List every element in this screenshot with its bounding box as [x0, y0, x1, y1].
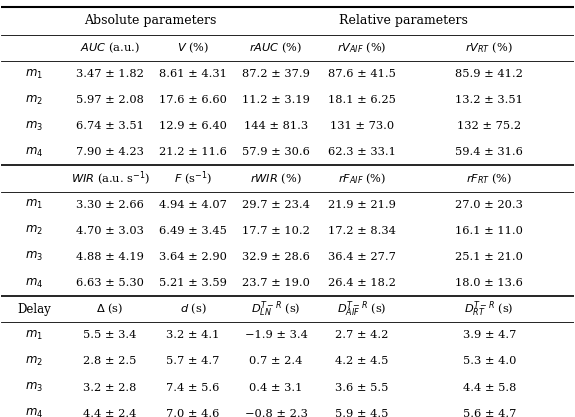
Text: $m_4$: $m_4$: [25, 146, 43, 159]
Text: 5.9 ± 4.5: 5.9 ± 4.5: [335, 409, 389, 417]
Text: $\Delta$ (s): $\Delta$ (s): [97, 302, 124, 317]
Text: 87.2 ± 37.9: 87.2 ± 37.9: [242, 69, 310, 79]
Text: 4.2 ± 4.5: 4.2 ± 4.5: [335, 357, 389, 367]
Text: 12.9 ± 6.40: 12.9 ± 6.40: [159, 121, 227, 131]
Text: 3.2 ± 2.8: 3.2 ± 2.8: [83, 382, 137, 392]
Text: 21.2 ± 11.6: 21.2 ± 11.6: [159, 147, 227, 157]
Text: $m_2$: $m_2$: [25, 93, 43, 107]
Text: 4.70 ± 3.03: 4.70 ± 3.03: [76, 226, 144, 236]
Text: 18.0 ± 13.6: 18.0 ± 13.6: [455, 278, 523, 288]
Text: 29.7 ± 23.4: 29.7 ± 23.4: [242, 200, 310, 210]
Text: 3.30 ± 2.66: 3.30 ± 2.66: [76, 200, 144, 210]
Text: 8.61 ± 4.31: 8.61 ± 4.31: [159, 69, 227, 79]
Text: 17.7 ± 10.2: 17.7 ± 10.2: [242, 226, 310, 236]
Text: 32.9 ± 28.6: 32.9 ± 28.6: [242, 252, 310, 262]
Text: 36.4 ± 27.7: 36.4 ± 27.7: [328, 252, 396, 262]
Text: 6.63 ± 5.30: 6.63 ± 5.30: [76, 278, 144, 288]
Text: −0.8 ± 2.3: −0.8 ± 2.3: [244, 409, 308, 417]
Text: 27.0 ± 20.3: 27.0 ± 20.3: [455, 200, 523, 210]
Text: 5.3 ± 4.0: 5.3 ± 4.0: [462, 357, 516, 367]
Text: Relative parameters: Relative parameters: [339, 15, 468, 28]
Text: $\mathit{WIR}$ (a.u. s$^{-1}$): $\mathit{WIR}$ (a.u. s$^{-1}$): [71, 169, 150, 188]
Text: 5.21 ± 3.59: 5.21 ± 3.59: [159, 278, 227, 288]
Text: 18.1 ± 6.25: 18.1 ± 6.25: [328, 95, 396, 105]
Text: $m_3$: $m_3$: [25, 381, 43, 394]
Text: 6.49 ± 3.45: 6.49 ± 3.45: [159, 226, 227, 236]
Text: $m_1$: $m_1$: [25, 198, 43, 211]
Text: Delay: Delay: [17, 303, 51, 316]
Text: 2.8 ± 2.5: 2.8 ± 2.5: [83, 357, 137, 367]
Text: 3.64 ± 2.90: 3.64 ± 2.90: [159, 252, 227, 262]
Text: $m_3$: $m_3$: [25, 120, 43, 133]
Text: 6.74 ± 3.51: 6.74 ± 3.51: [76, 121, 144, 131]
Text: $m_2$: $m_2$: [25, 355, 43, 368]
Text: 4.88 ± 4.19: 4.88 ± 4.19: [76, 252, 144, 262]
Text: 5.97 ± 2.08: 5.97 ± 2.08: [76, 95, 144, 105]
Text: 5.7 ± 4.7: 5.7 ± 4.7: [166, 357, 220, 367]
Text: $\mathit{d}$ (s): $\mathit{d}$ (s): [180, 302, 206, 317]
Text: 87.6 ± 41.5: 87.6 ± 41.5: [328, 69, 396, 79]
Text: Absolute parameters: Absolute parameters: [84, 15, 216, 28]
Text: 7.90 ± 4.23: 7.90 ± 4.23: [76, 147, 144, 157]
Text: $r\mathit{V}_{RT}$ (%): $r\mathit{V}_{RT}$ (%): [465, 40, 513, 55]
Text: $r\mathit{F}_{AIF}$ (%): $r\mathit{F}_{AIF}$ (%): [338, 171, 386, 186]
Text: 144 ± 81.3: 144 ± 81.3: [244, 121, 308, 131]
Text: 26.4 ± 18.2: 26.4 ± 18.2: [328, 278, 396, 288]
Text: $m_4$: $m_4$: [25, 276, 43, 289]
Text: 85.9 ± 41.2: 85.9 ± 41.2: [455, 69, 523, 79]
Text: 7.0 ± 4.6: 7.0 ± 4.6: [166, 409, 220, 417]
Text: $m_3$: $m_3$: [25, 250, 43, 264]
Text: 0.7 ± 2.4: 0.7 ± 2.4: [250, 357, 303, 367]
Text: $\mathit{F}$ (s$^{-1}$): $\mathit{F}$ (s$^{-1}$): [174, 169, 212, 188]
Text: 17.2 ± 8.34: 17.2 ± 8.34: [328, 226, 396, 236]
Text: 59.4 ± 31.6: 59.4 ± 31.6: [455, 147, 523, 157]
Text: 4.4 ± 5.8: 4.4 ± 5.8: [462, 382, 516, 392]
Text: 62.3 ± 33.1: 62.3 ± 33.1: [328, 147, 396, 157]
Text: 25.1 ± 21.0: 25.1 ± 21.0: [455, 252, 523, 262]
Text: 21.9 ± 21.9: 21.9 ± 21.9: [328, 200, 396, 210]
Text: $\mathit{AUC}$ (a.u.): $\mathit{AUC}$ (a.u.): [81, 40, 140, 55]
Text: 132 ± 75.2: 132 ± 75.2: [457, 121, 522, 131]
Text: 11.2 ± 3.19: 11.2 ± 3.19: [242, 95, 310, 105]
Text: $m_4$: $m_4$: [25, 407, 43, 417]
Text: $D_{RT}^{T-R}$ (s): $D_{RT}^{T-R}$ (s): [465, 299, 514, 319]
Text: $\mathit{V}$ (%): $\mathit{V}$ (%): [177, 40, 209, 55]
Text: 7.4 ± 5.6: 7.4 ± 5.6: [166, 382, 220, 392]
Text: $m_2$: $m_2$: [25, 224, 43, 237]
Text: 17.6 ± 6.60: 17.6 ± 6.60: [159, 95, 227, 105]
Text: −1.9 ± 3.4: −1.9 ± 3.4: [244, 330, 308, 340]
Text: $D_{LN}^{T-R}$ (s): $D_{LN}^{T-R}$ (s): [251, 299, 301, 319]
Text: 5.5 ± 3.4: 5.5 ± 3.4: [83, 330, 137, 340]
Text: 5.6 ± 4.7: 5.6 ± 4.7: [462, 409, 516, 417]
Text: $r\mathit{WIR}$ (%): $r\mathit{WIR}$ (%): [250, 171, 302, 186]
Text: $m_1$: $m_1$: [25, 329, 43, 342]
Text: 4.94 ± 4.07: 4.94 ± 4.07: [159, 200, 227, 210]
Text: $r\mathit{V}_{AIF}$ (%): $r\mathit{V}_{AIF}$ (%): [337, 40, 386, 55]
Text: 3.6 ± 5.5: 3.6 ± 5.5: [335, 382, 389, 392]
Text: $r\mathit{AUC}$ (%): $r\mathit{AUC}$ (%): [250, 40, 302, 55]
Text: 3.47 ± 1.82: 3.47 ± 1.82: [76, 69, 144, 79]
Text: 3.2 ± 4.1: 3.2 ± 4.1: [166, 330, 220, 340]
Text: 13.2 ± 3.51: 13.2 ± 3.51: [455, 95, 523, 105]
Text: 131 ± 73.0: 131 ± 73.0: [330, 121, 394, 131]
Text: $r\mathit{F}_{RT}$ (%): $r\mathit{F}_{RT}$ (%): [466, 171, 512, 186]
Text: 23.7 ± 19.0: 23.7 ± 19.0: [242, 278, 310, 288]
Text: 3.9 ± 4.7: 3.9 ± 4.7: [462, 330, 516, 340]
Text: 16.1 ± 11.0: 16.1 ± 11.0: [455, 226, 523, 236]
Text: 57.9 ± 30.6: 57.9 ± 30.6: [242, 147, 310, 157]
Text: $m_1$: $m_1$: [25, 68, 43, 80]
Text: 0.4 ± 3.1: 0.4 ± 3.1: [250, 382, 303, 392]
Text: 4.4 ± 2.4: 4.4 ± 2.4: [83, 409, 137, 417]
Text: 2.7 ± 4.2: 2.7 ± 4.2: [335, 330, 389, 340]
Text: $D_{AIF}^{T-R}$ (s): $D_{AIF}^{T-R}$ (s): [337, 299, 386, 319]
